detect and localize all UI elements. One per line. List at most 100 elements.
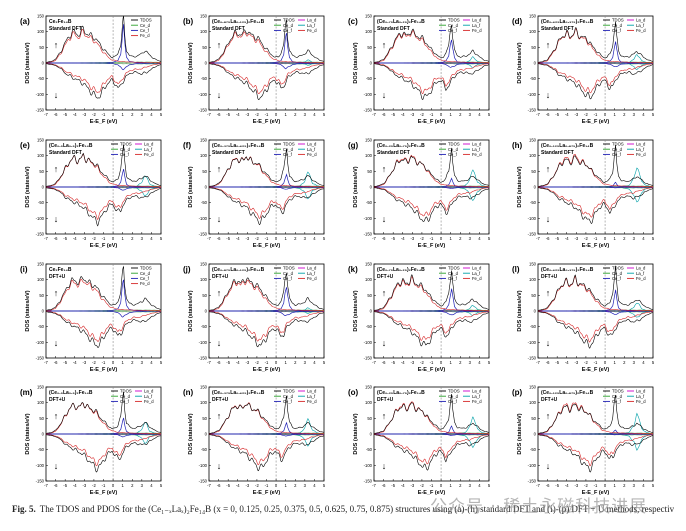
x-tick-label: -6 (546, 483, 550, 488)
panel-label: (n) (183, 388, 194, 397)
x-tick-label: 4 (642, 236, 645, 241)
dos-panel-k: -7 -6 -5 -4 -3 -2 -1 0 1 2 3 4 5 -150 -100 -50 0 50 100 150… (348, 262, 491, 374)
y-axis-label: DOS (states/eV) (188, 413, 194, 454)
spin-down-arrow: ↓ (54, 338, 59, 348)
panel-method: DFT+U (541, 274, 558, 280)
series-tdos-up (208, 148, 325, 187)
x-tick-label: -6 (382, 236, 386, 241)
x-tick-label: -4 (236, 360, 240, 365)
x-tick-label: 2 (131, 360, 134, 365)
x-tick-label: -1 (594, 236, 598, 241)
legend-entry-fe-d: Fe_d (636, 152, 646, 157)
legend-entry-la-d: La_d (636, 266, 646, 271)
series-la-f-up (538, 167, 654, 188)
x-tick-label: -1 (265, 483, 269, 488)
x-tick-label: 5 (652, 236, 655, 241)
spin-up-arrow: ↑ (54, 411, 59, 421)
series-tdos-down (45, 434, 162, 473)
series-tdos-up (45, 15, 162, 63)
x-tick-label: -1 (102, 360, 106, 365)
figure-caption: Fig. 5. The TDOS and PDOS for the (Ce₁₋ₓL… (12, 504, 674, 515)
spin-down-arrow: ↓ (546, 90, 551, 100)
panel-label: (l) (512, 265, 520, 274)
panel-label: (k) (348, 265, 358, 274)
legend-entry-tdos: TDOS (448, 142, 460, 147)
series-ce-f-down (46, 186, 162, 191)
x-tick-label: -5 (63, 360, 67, 365)
y-tick-label: 100 (365, 153, 373, 158)
legend-entry-la-f: La_f (472, 394, 481, 399)
x-tick-label: 3 (633, 360, 636, 365)
y-tick-label: 150 (529, 385, 537, 390)
y-tick-label: -150 (36, 356, 45, 361)
legend-entry-la-f: La_f (307, 394, 316, 399)
y-axis-label: DOS (states/eV) (517, 290, 523, 331)
panel-formula: (Ce₀.₂₅La₀.₇₅)₂Fe₁₄B (377, 143, 425, 149)
dos-panel-b: -7 -6 -5 -4 -3 -2 -1 0 1 2 3 4 5 -150 -100 -50 0 50 100 150… (183, 14, 326, 126)
y-tick-label: -50 (530, 447, 537, 452)
x-tick-label: -2 (584, 360, 588, 365)
x-tick-label: 2 (459, 112, 462, 117)
x-tick-label: 3 (304, 236, 307, 241)
x-tick-label: 0 (604, 360, 607, 365)
legend-entry-tdos: TDOS (283, 142, 295, 147)
y-tick-label: 0 (370, 185, 373, 190)
legend-entry-ce-d: Ce_d (283, 394, 294, 399)
x-tick-label: -7 (207, 360, 211, 365)
x-tick-label: -2 (584, 236, 588, 241)
x-axis-label: E-E_F (eV) (253, 367, 281, 373)
series-fe-d-up (373, 276, 489, 312)
x-tick-label: 5 (652, 360, 655, 365)
y-tick-label: 0 (534, 432, 537, 437)
y-tick-label: -100 (528, 216, 537, 221)
series-tdos-down (373, 187, 490, 223)
legend-entry-fe-d: Fe_d (472, 399, 482, 404)
x-tick-label: -3 (574, 360, 578, 365)
series-tdos-up (208, 395, 325, 434)
legend-entry-la-f: La_f (472, 271, 481, 276)
legend-entry-tdos: TDOS (612, 389, 624, 394)
series-fe-d-up (45, 402, 162, 435)
x-tick-label: 3 (469, 360, 472, 365)
x-tick-label: -2 (584, 112, 588, 117)
series-tdos-up (208, 273, 325, 311)
spin-up-arrow: ↑ (382, 411, 387, 421)
x-tick-label: 5 (323, 483, 326, 488)
x-tick-label: 3 (633, 483, 636, 488)
x-tick-label: -5 (391, 236, 395, 241)
legend-entry-ce-f: Ce_f (120, 152, 130, 157)
x-tick-label: -7 (207, 112, 211, 117)
x-tick-label: 4 (150, 236, 153, 241)
x-tick-label: -5 (391, 360, 395, 365)
spin-down-arrow: ↓ (546, 461, 551, 471)
panel-label: (e) (20, 141, 30, 150)
legend-entry-ce-f: Ce_f (283, 399, 293, 404)
series-fe-d-down (45, 63, 162, 93)
series-tdos-down (537, 63, 654, 100)
series-ce-f-down (374, 433, 489, 436)
panel-formula: (Ce₀.₈₇₅La₀.₁₂₅)₂Fe₁₄B (212, 19, 265, 25)
legend-entry-la-f: La_f (144, 147, 153, 152)
legend-entry-la-f: La_f (636, 271, 645, 276)
spin-down-arrow: ↓ (382, 214, 387, 224)
panel-label: (i) (20, 265, 28, 274)
spin-down-arrow: ↓ (382, 338, 387, 348)
x-tick-label: -5 (391, 112, 395, 117)
legend-entry-ce-d: Ce_d (283, 271, 294, 276)
legend-entry-tdos: TDOS (612, 266, 624, 271)
panel-formula: (Ce₀.₂₅La₀.₇₅)₂Fe₁₄B (377, 390, 425, 396)
dos-panel-e: -7 -6 -5 -4 -3 -2 -1 0 1 2 3 4 5 -150 -100 -50 0 50 100 150… (20, 138, 163, 250)
y-tick-label: 100 (365, 277, 373, 282)
y-tick-label: 50 (202, 169, 207, 174)
x-tick-label: -1 (102, 112, 106, 117)
x-tick-label: -3 (574, 236, 578, 241)
y-axis-label: DOS (states/eV) (517, 166, 523, 207)
x-tick-label: 3 (304, 483, 307, 488)
y-tick-label: -100 (36, 216, 45, 221)
x-tick-label: 4 (150, 112, 153, 117)
x-tick-label: 0 (440, 236, 443, 241)
